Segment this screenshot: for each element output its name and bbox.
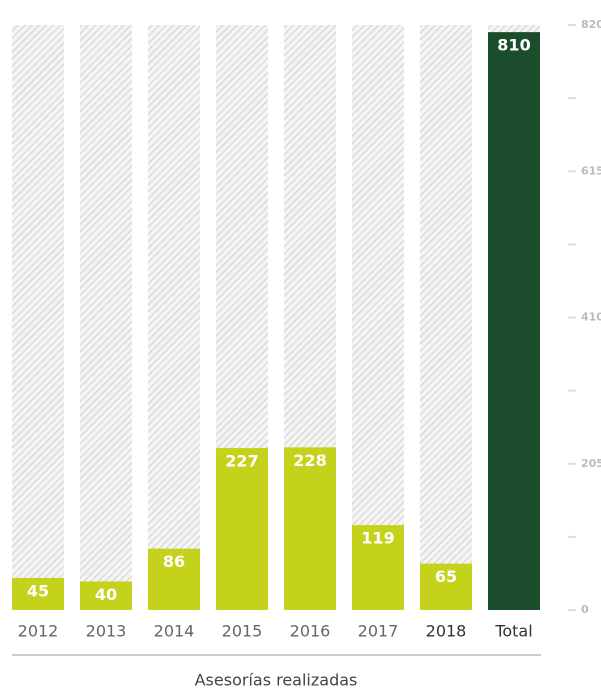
x-tick-label: 2013 (86, 622, 127, 641)
value-label: 65 (435, 567, 457, 586)
y-tick-label: 820 (581, 18, 601, 31)
value-label: 810 (497, 36, 530, 55)
y-tick-label: 0 (581, 603, 589, 616)
value-label: 45 (27, 581, 49, 600)
y-tick-label: 410 (581, 311, 601, 324)
x-tick-label: 2017 (358, 622, 399, 641)
bar (488, 32, 540, 610)
bar-background (80, 25, 132, 610)
x-tick-label: 2014 (154, 622, 195, 641)
y-tick-label: 205 (581, 457, 601, 470)
y-tick-label: 615 (581, 164, 601, 177)
bar (148, 548, 200, 610)
bar (352, 525, 404, 610)
bar (216, 448, 268, 610)
value-label: 228 (293, 451, 326, 470)
bar (80, 581, 132, 610)
bar (420, 563, 472, 610)
value-label: 40 (95, 585, 117, 604)
bar (284, 447, 336, 610)
bar-background (148, 25, 200, 610)
value-label: 119 (361, 529, 394, 548)
x-tick-label: Total (494, 622, 532, 641)
x-tick-label: 2012 (18, 622, 59, 641)
value-label: 227 (225, 452, 258, 471)
x-axis-title: Asesorías realizadas (195, 671, 358, 689)
bar-background (12, 25, 64, 610)
bar-background (420, 25, 472, 610)
bar (12, 577, 64, 610)
x-tick-label: 2016 (290, 622, 331, 641)
value-label: 86 (163, 552, 185, 571)
x-tick-label: 2018 (426, 622, 467, 641)
bar-background (352, 25, 404, 610)
x-tick-label: 2015 (222, 622, 263, 641)
